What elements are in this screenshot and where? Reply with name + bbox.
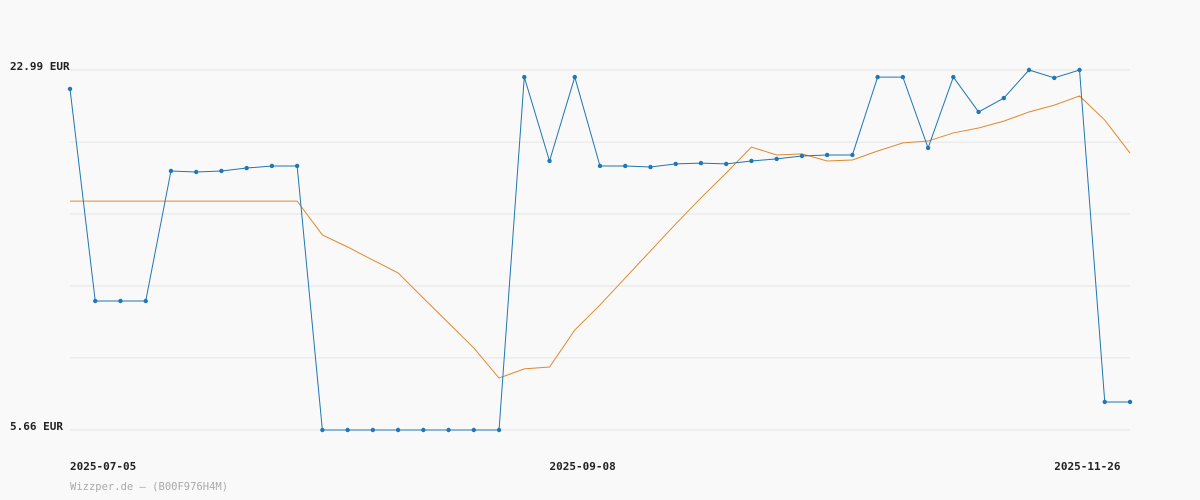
point	[900, 74, 906, 80]
point	[723, 161, 729, 167]
point	[749, 158, 754, 164]
point	[572, 74, 577, 80]
point	[269, 163, 275, 169]
point	[370, 427, 376, 433]
point	[522, 74, 527, 80]
point	[547, 158, 552, 164]
point	[345, 427, 350, 433]
point	[623, 163, 628, 169]
point	[824, 152, 830, 158]
x-tick-label: 2025-09-08	[550, 460, 616, 473]
point	[1052, 75, 1057, 81]
point	[168, 168, 174, 174]
series-line	[69, 69, 1130, 431]
point	[976, 109, 981, 115]
point	[244, 165, 249, 171]
point	[1127, 399, 1133, 405]
point	[799, 153, 805, 159]
point	[67, 86, 73, 92]
point	[1001, 95, 1007, 101]
footer: Wizzper.de – (B00F976H4M)	[70, 481, 228, 493]
point	[648, 164, 653, 170]
series-line	[70, 95, 1131, 379]
point	[421, 427, 426, 433]
point	[698, 160, 704, 166]
point	[597, 163, 603, 169]
point	[93, 298, 98, 304]
point	[395, 427, 401, 433]
x-tick-label: 2025-11-26	[1054, 460, 1121, 473]
point	[1077, 67, 1082, 73]
x-tick-label: 2025-07-05	[70, 460, 136, 473]
point	[925, 145, 931, 151]
point	[143, 298, 148, 304]
point	[294, 163, 300, 169]
point	[850, 152, 855, 158]
point	[951, 74, 956, 80]
point	[219, 168, 224, 174]
point	[673, 161, 678, 167]
point	[875, 74, 880, 80]
point	[496, 427, 502, 433]
y-tick-label: 22.99 EUR	[10, 60, 70, 73]
point	[1026, 67, 1032, 73]
point	[446, 427, 451, 433]
point	[320, 427, 325, 433]
point	[1102, 399, 1107, 405]
point	[193, 169, 199, 175]
point	[471, 427, 477, 433]
point	[774, 156, 779, 162]
point	[118, 298, 123, 304]
y-tick-label: 5.66 EUR	[10, 420, 63, 433]
